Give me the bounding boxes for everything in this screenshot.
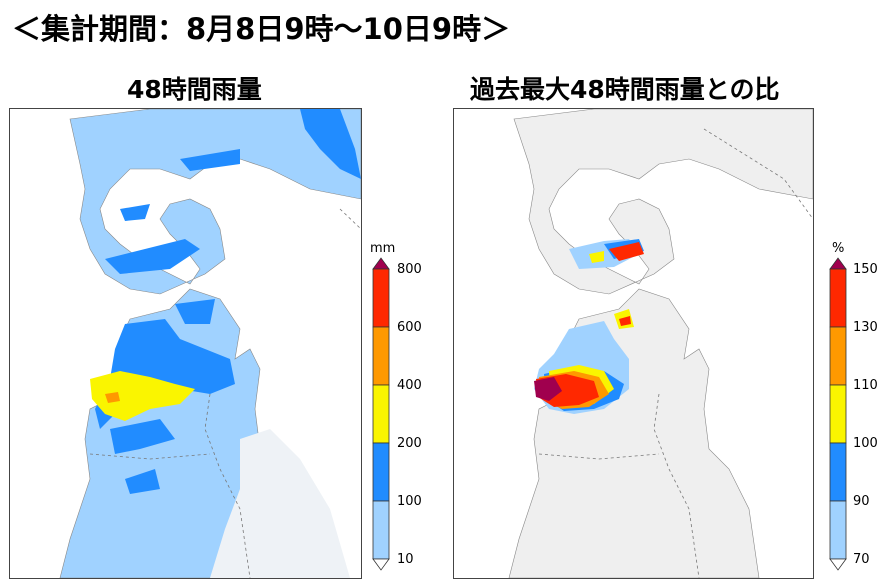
rainfall-top-arrow xyxy=(372,257,390,270)
rainfall-tick-100: 100 xyxy=(397,494,422,509)
rainfall-colorbar: mm 800 600 400 200 100 10 xyxy=(366,238,426,578)
rainfall-band-200-400 xyxy=(372,384,390,444)
rainfall-tick-200: 200 xyxy=(397,436,422,451)
rainfall-band-600-800 xyxy=(372,268,390,328)
ratio-tick-70: 70 xyxy=(853,552,870,567)
rainfall-tick-10: 10 xyxy=(397,552,414,567)
rainfall-tick-400: 400 xyxy=(397,378,422,393)
rainfall-map xyxy=(9,108,362,579)
rainfall-band-400-600 xyxy=(372,326,390,386)
ratio-band-90-100 xyxy=(829,442,847,502)
ratio-map xyxy=(453,108,814,579)
ratio-map-title: 過去最大48時間雨量との比 xyxy=(470,75,780,104)
ratio-band-130-150 xyxy=(829,268,847,328)
ratio-band-110-130 xyxy=(829,326,847,386)
ratio-tick-130: 130 xyxy=(853,320,878,335)
rainfall-bottom-arrow xyxy=(372,558,390,571)
rainfall-unit: mm xyxy=(370,241,395,256)
aggregation-period-title: ＜集計期間：8月8日9時〜10日9時＞ xyxy=(12,12,511,46)
ratio-tick-150: 150 xyxy=(853,262,878,277)
rainfall-tick-800: 800 xyxy=(397,262,422,277)
ratio-top-arrow xyxy=(829,257,847,270)
ratio-band-100-110 xyxy=(829,384,847,444)
ratio-tick-90: 90 xyxy=(853,494,870,509)
rainfall-band-100-200 xyxy=(372,442,390,502)
rainfall-map-title: 48時間雨量 xyxy=(127,75,262,104)
ratio-band-70-90 xyxy=(829,500,847,560)
rainfall-tick-600: 600 xyxy=(397,320,422,335)
rainfall-band-10-100 xyxy=(372,500,390,560)
ratio-bottom-arrow xyxy=(829,558,847,571)
ratio-tick-100: 100 xyxy=(853,436,878,451)
hokkaido-landmass xyxy=(513,109,813,295)
ratio-tick-110: 110 xyxy=(853,378,878,393)
ratio-unit: % xyxy=(832,241,844,256)
ratio-colorbar: % 150 130 110 100 90 70 xyxy=(820,238,880,578)
